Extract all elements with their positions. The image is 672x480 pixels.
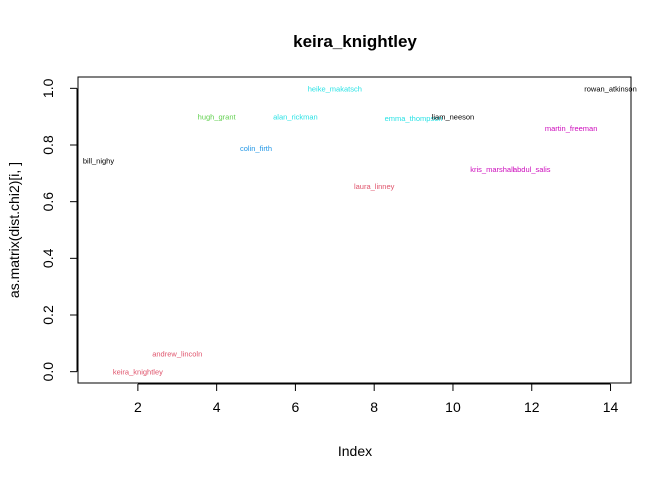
- point-label: laura_linney: [354, 182, 395, 191]
- point-labels: bill_nighy keira_knightley andrew_lincoln h…: [83, 84, 637, 376]
- y-tick-label: 0.8: [40, 135, 56, 155]
- point-label: rowan_atkinson: [584, 84, 637, 93]
- y-axis-label: as.matrix(dist.chi2)[i, ]: [6, 162, 22, 298]
- chart-title: keira_knightley: [293, 32, 417, 51]
- x-axis: 2 4 6 8 10 12 14: [134, 383, 619, 415]
- x-tick-label: 12: [524, 399, 540, 415]
- y-tick-label: 0.4: [40, 248, 56, 268]
- point-label: bill_nighy: [83, 157, 115, 166]
- point-label: keira_knightley: [113, 368, 163, 377]
- x-tick-label: 10: [445, 399, 461, 415]
- point-label: hugh_grant: [198, 113, 237, 122]
- y-tick-label: 0.6: [40, 192, 56, 212]
- x-axis-label: Index: [338, 443, 372, 459]
- y-axis: 0.0 0.2 0.4 0.6 0.8 1.0: [40, 78, 78, 382]
- x-tick-label: 2: [134, 399, 142, 415]
- point-label: liam_neeson: [432, 113, 475, 122]
- y-tick-label: 1.0: [40, 78, 56, 98]
- point-label: heike_makatsch: [308, 84, 362, 93]
- x-tick-label: 14: [603, 399, 619, 415]
- point-label: colin_firth: [240, 144, 272, 153]
- y-tick-label: 0.0: [40, 362, 56, 382]
- x-tick-label: 4: [213, 399, 221, 415]
- x-tick-label: 8: [370, 399, 378, 415]
- point-label: alan_rickman: [273, 113, 318, 122]
- plot-frame: [77, 76, 632, 384]
- y-tick-label: 0.2: [40, 305, 56, 325]
- point-label: martin_freeman: [545, 124, 598, 133]
- point-label: emma_thompson: [385, 114, 443, 123]
- x-tick-label: 6: [292, 399, 300, 415]
- point-label: abdul_salis: [513, 165, 551, 174]
- point-label: kris_marshall: [470, 165, 515, 174]
- point-label: andrew_lincoln: [152, 349, 202, 358]
